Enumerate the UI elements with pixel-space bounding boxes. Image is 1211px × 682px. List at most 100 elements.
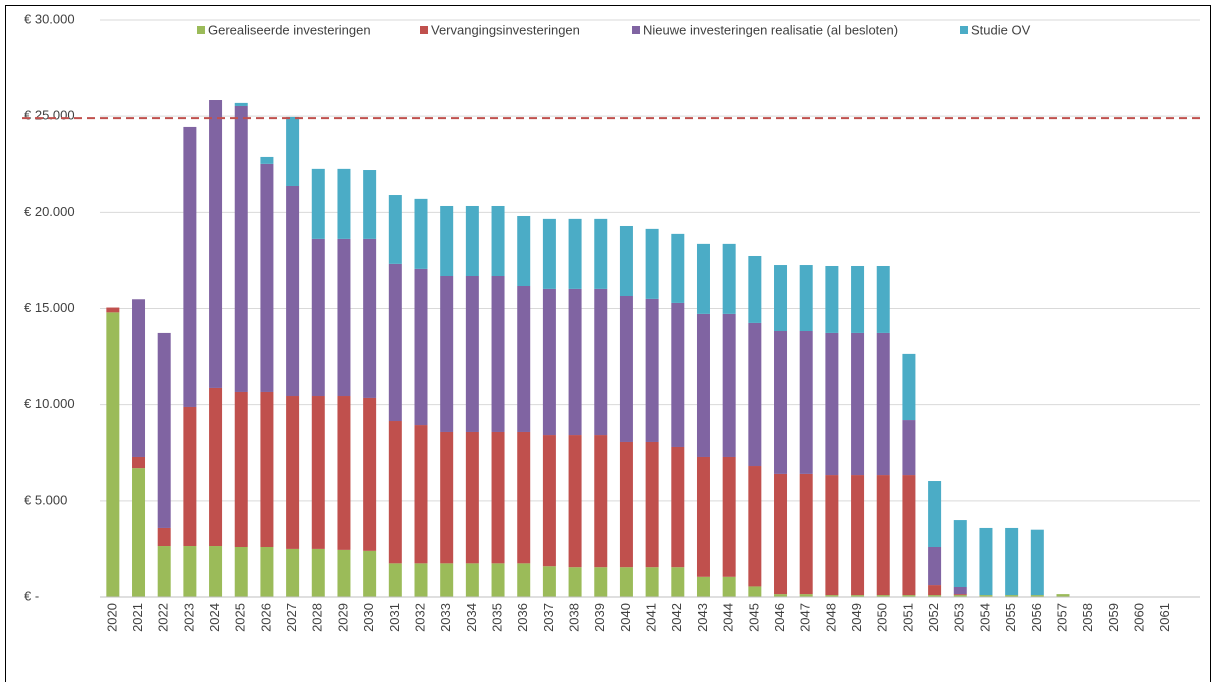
bar-segment xyxy=(542,288,556,436)
bar-segment xyxy=(594,435,608,568)
bar-segment xyxy=(363,397,377,551)
bar-segment xyxy=(465,431,479,564)
bar-segment xyxy=(748,322,762,467)
bar-segment xyxy=(619,441,633,568)
bar-segment xyxy=(748,466,762,587)
bar-segment xyxy=(594,288,608,436)
bar-segment xyxy=(671,567,685,597)
bar-segment xyxy=(388,263,402,422)
bar-segment xyxy=(902,420,916,476)
x-tick-label: 2061 xyxy=(1157,603,1172,632)
bar-segment xyxy=(876,595,890,597)
x-tick-label: 2046 xyxy=(772,603,787,632)
x-tick-label: 2047 xyxy=(798,603,813,632)
bar-segment xyxy=(388,563,402,597)
bar-segment xyxy=(1005,527,1019,596)
bar-segment xyxy=(363,550,377,597)
bar-segment xyxy=(876,265,890,333)
bar-segment xyxy=(414,563,428,597)
bar-segment xyxy=(825,265,839,333)
bar-segment xyxy=(388,195,402,264)
bar-segment xyxy=(825,332,839,476)
x-tick-label: 2060 xyxy=(1131,603,1146,632)
bar-segment xyxy=(491,431,505,564)
legend-swatch xyxy=(420,26,428,34)
bar-segment xyxy=(209,100,223,388)
bar-segment xyxy=(260,391,274,547)
x-tick-label: 2023 xyxy=(181,603,196,632)
bar-segment xyxy=(774,331,788,474)
legend-label: Vervangingsinvesteringen xyxy=(431,22,580,37)
x-tick-label: 2052 xyxy=(926,603,941,632)
bar-segment xyxy=(953,595,967,597)
x-tick-label: 2024 xyxy=(207,603,222,632)
bar-segment xyxy=(722,243,736,314)
bar-segment xyxy=(1056,594,1070,597)
x-tick-label: 2034 xyxy=(464,603,479,632)
bar-segment xyxy=(465,563,479,597)
x-tick-label: 2049 xyxy=(849,603,864,632)
x-tick-label: 2048 xyxy=(823,603,838,632)
x-tick-label: 2037 xyxy=(541,603,556,632)
x-tick-label: 2041 xyxy=(644,603,659,632)
bar-segment xyxy=(825,595,839,597)
bar-segment xyxy=(363,238,377,398)
x-tick-label: 2025 xyxy=(233,603,248,632)
bar-segment xyxy=(619,567,633,597)
bar-segment xyxy=(774,473,788,595)
x-tick-label: 2044 xyxy=(721,603,736,632)
y-tick-label: € - xyxy=(24,588,39,603)
bar-segment xyxy=(696,313,710,457)
bar-segment xyxy=(311,238,325,397)
bar-segment xyxy=(465,205,479,276)
bar-segment xyxy=(851,265,865,333)
bar-segment xyxy=(851,595,865,597)
bar-segment xyxy=(851,332,865,476)
bar-segment xyxy=(517,563,531,597)
bar-segment xyxy=(183,546,197,597)
bar-segment xyxy=(440,431,454,564)
bar-segment xyxy=(953,520,967,587)
bar-segment xyxy=(517,285,531,432)
bar-segment xyxy=(825,475,839,596)
bar-segment xyxy=(337,396,351,550)
x-tick-label: 2058 xyxy=(1080,603,1095,632)
bar-segment xyxy=(286,185,300,397)
bar-segment xyxy=(851,475,865,596)
x-tick-label: 2039 xyxy=(592,603,607,632)
bar-segment xyxy=(286,396,300,549)
bar-segment xyxy=(517,431,531,564)
bar-segment xyxy=(440,205,454,276)
bar-segment xyxy=(568,218,582,289)
x-tick-label: 2021 xyxy=(130,603,145,632)
bar-segment xyxy=(286,116,300,186)
bar-segment xyxy=(1030,529,1044,596)
bar-segment xyxy=(568,435,582,568)
x-tick-label: 2027 xyxy=(284,603,299,632)
bar-segment xyxy=(619,225,633,296)
bar-segment xyxy=(311,168,325,239)
bar-segment xyxy=(671,446,685,568)
bar-segment xyxy=(260,546,274,597)
x-tick-label: 2036 xyxy=(515,603,530,632)
bar-segment xyxy=(645,567,659,597)
legend-label: Gerealiseerde investeringen xyxy=(208,22,371,37)
bar-segment xyxy=(876,332,890,476)
x-tick-label: 2032 xyxy=(412,603,427,632)
bar-segment xyxy=(234,391,248,547)
bar-segment xyxy=(132,299,146,457)
x-tick-label: 2020 xyxy=(104,603,119,632)
y-tick-label: € 15.000 xyxy=(24,300,75,315)
x-tick-label: 2029 xyxy=(335,603,350,632)
bar-segment xyxy=(722,313,736,457)
legend-swatch xyxy=(197,26,205,34)
bar-segment xyxy=(799,331,813,474)
bar-segment xyxy=(953,586,967,595)
bar-segment xyxy=(799,594,813,597)
bar-segment xyxy=(183,126,197,407)
bar-segment xyxy=(542,435,556,567)
x-tick-label: 2035 xyxy=(489,603,504,632)
y-tick-label: € 10.000 xyxy=(24,396,75,411)
bar-segment xyxy=(491,275,505,432)
bar-segment xyxy=(979,595,993,597)
